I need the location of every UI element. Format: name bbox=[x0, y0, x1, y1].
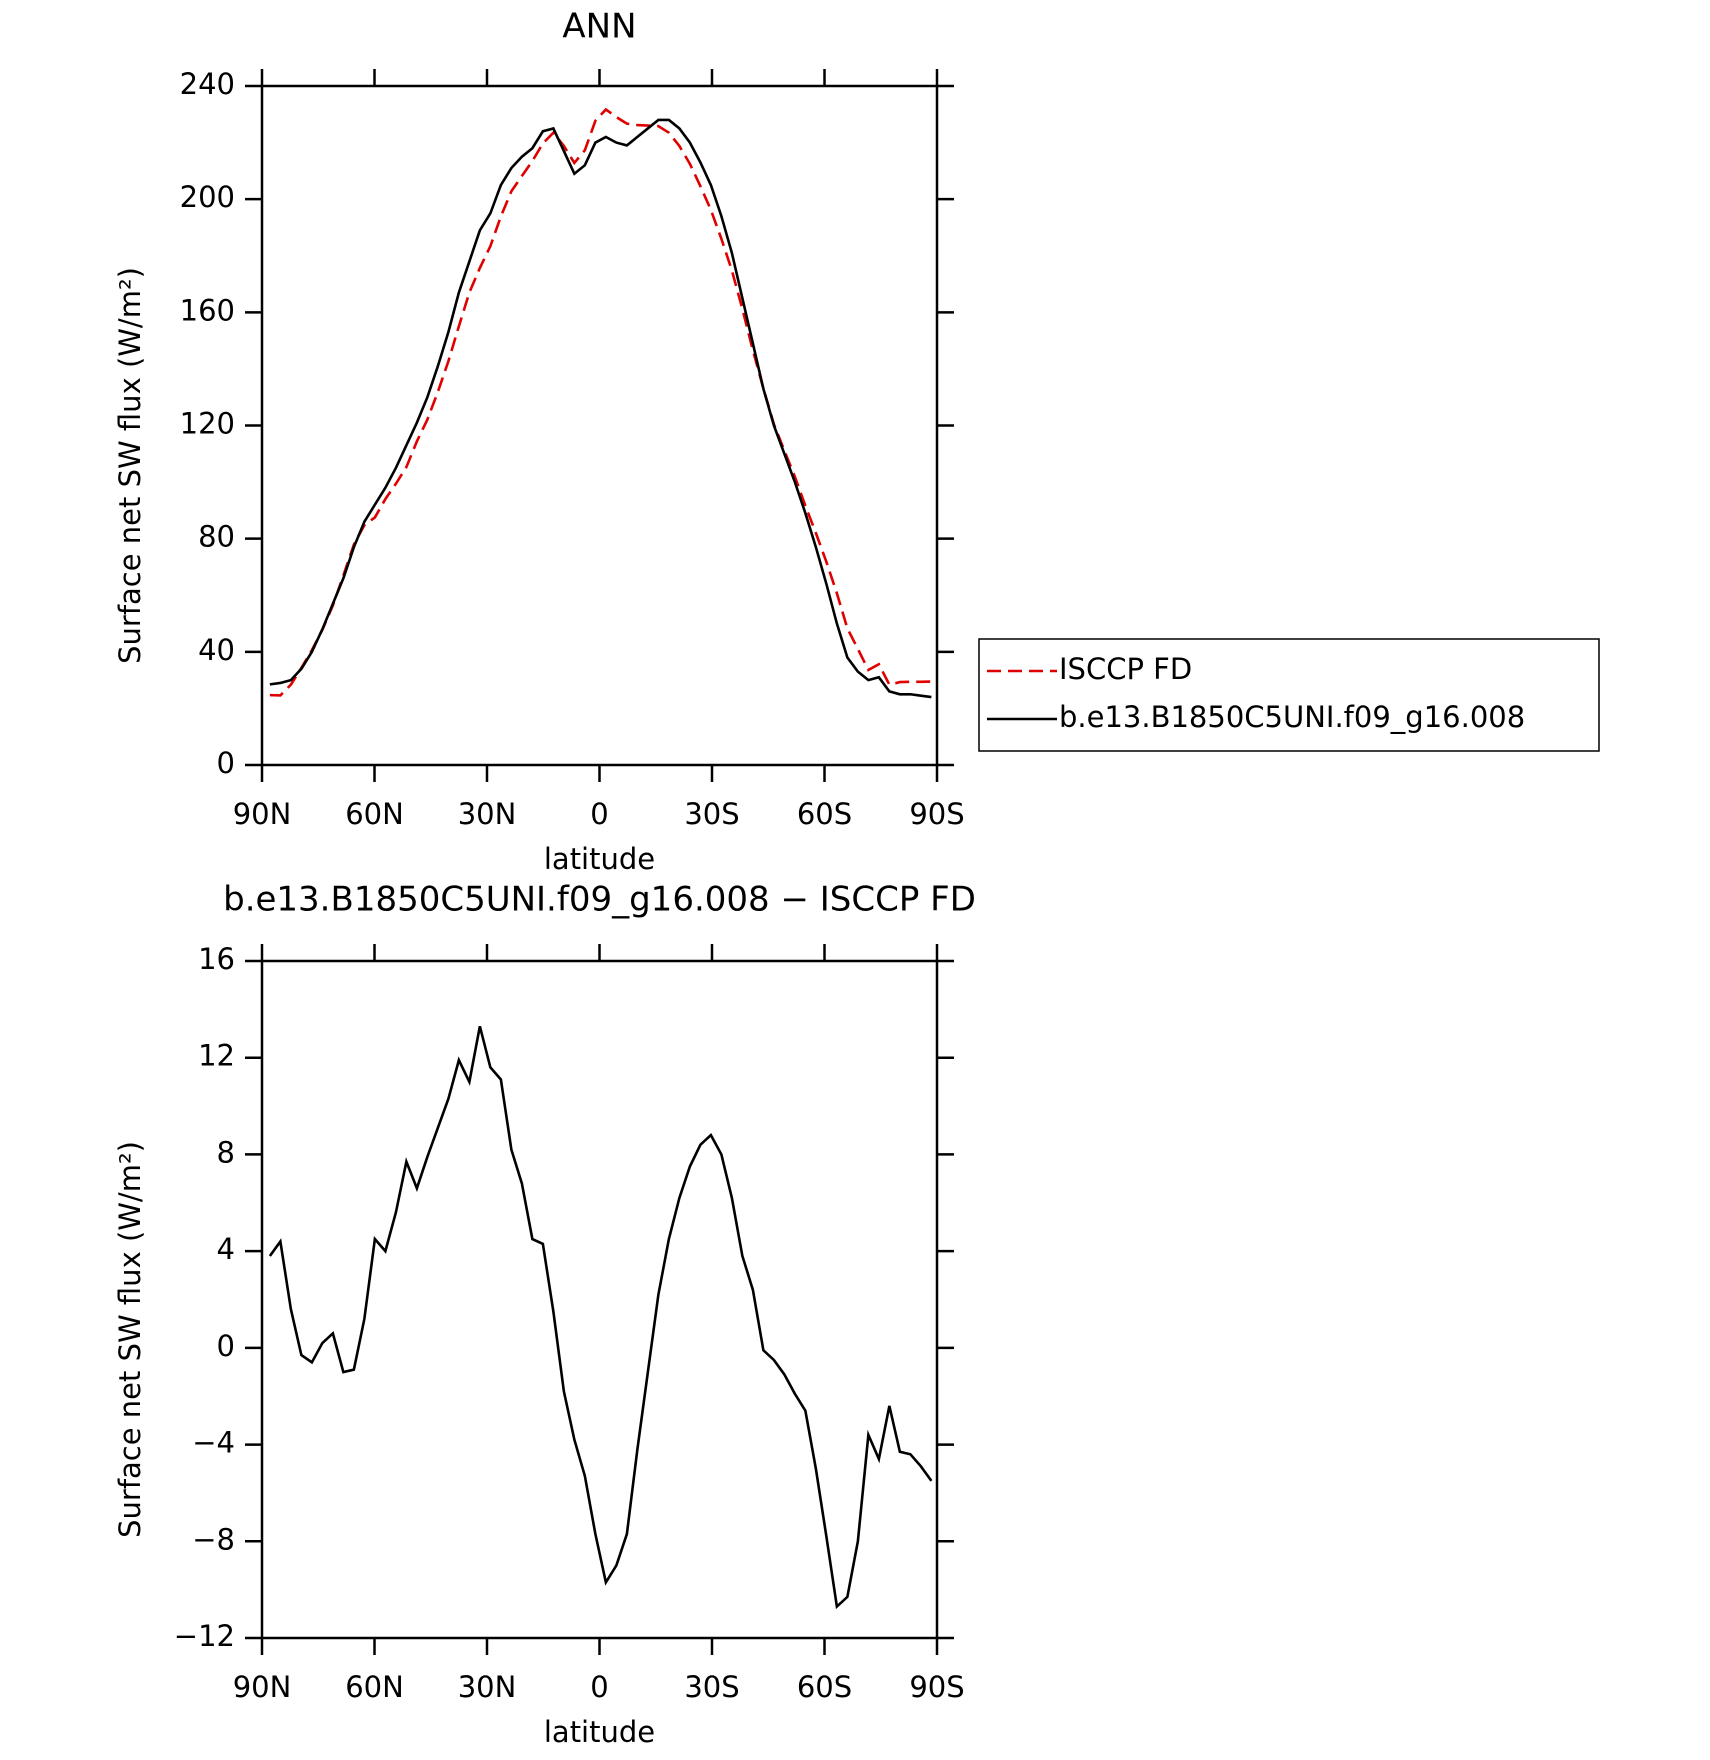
y-tick-label: 0 bbox=[217, 746, 235, 780]
x-tick-label: 60N bbox=[345, 1670, 404, 1704]
y-tick-label: 0 bbox=[217, 1329, 235, 1363]
x-tick-label: 0 bbox=[590, 797, 608, 831]
y-tick-label: 240 bbox=[180, 67, 235, 101]
x-tick-label: 90S bbox=[909, 1670, 964, 1704]
x-tick-label: 30N bbox=[458, 797, 517, 831]
y-tick-label: 8 bbox=[217, 1135, 235, 1169]
x-axis-label: latitude bbox=[544, 1715, 655, 1749]
legend-label: ISCCP FD bbox=[1059, 652, 1192, 686]
x-tick-label: 0 bbox=[590, 1670, 608, 1704]
data-line bbox=[269, 118, 932, 699]
x-tick-label: 30S bbox=[684, 1670, 739, 1704]
y-tick-label: −4 bbox=[192, 1426, 235, 1460]
plot-frame bbox=[260, 959, 939, 1640]
y-tick-label: 80 bbox=[198, 520, 235, 554]
chart-title: b.e13.B1850C5UNI.f09_g16.008 − ISCCP FD bbox=[223, 880, 976, 920]
x-tick-label: 60N bbox=[345, 797, 404, 831]
x-axis-label: latitude bbox=[544, 842, 655, 876]
y-tick-label: 16 bbox=[198, 942, 235, 976]
y-tick-label: −8 bbox=[192, 1522, 235, 1556]
x-tick-label: 60S bbox=[797, 797, 852, 831]
y-tick-label: 40 bbox=[198, 633, 235, 667]
y-tick-label: 120 bbox=[180, 407, 235, 441]
legend-box bbox=[978, 638, 1600, 752]
x-tick-label: 60S bbox=[797, 1670, 852, 1704]
y-axis-label: Surface net SW flux (W/m²) bbox=[113, 267, 147, 664]
legend-label: b.e13.B1850C5UNI.f09_g16.008 bbox=[1059, 700, 1525, 734]
y-tick-label: 200 bbox=[180, 180, 235, 214]
y-tick-label: 160 bbox=[180, 293, 235, 327]
x-tick-label: 30N bbox=[458, 1670, 517, 1704]
y-axis-label: Surface net SW flux (W/m²) bbox=[113, 1141, 147, 1538]
y-tick-label: 12 bbox=[198, 1039, 235, 1073]
x-tick-label: 90S bbox=[909, 797, 964, 831]
x-tick-label: 90N bbox=[233, 797, 292, 831]
data-line bbox=[268, 1025, 933, 1610]
y-tick-label: 4 bbox=[217, 1232, 235, 1266]
x-tick-label: 90N bbox=[233, 1670, 292, 1704]
plot-frame bbox=[260, 84, 939, 767]
y-tick-label: −12 bbox=[174, 1619, 235, 1653]
chart-title: ANN bbox=[562, 7, 636, 47]
x-tick-label: 30S bbox=[684, 797, 739, 831]
